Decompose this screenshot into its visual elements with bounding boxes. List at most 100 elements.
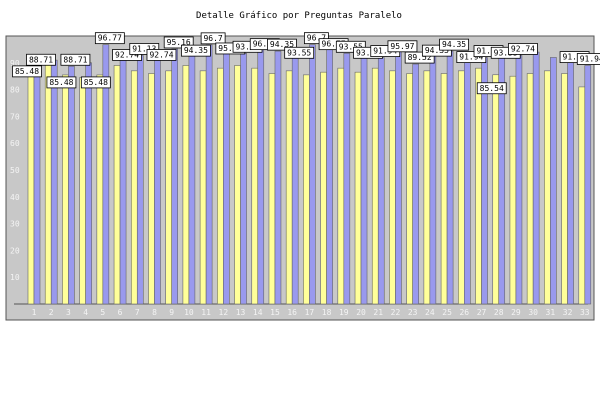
bar-s2-18 — [326, 44, 333, 305]
x-tick-label: 4 — [83, 308, 88, 317]
bar-s2-20 — [360, 52, 368, 305]
x-tick-label: 31 — [546, 308, 556, 317]
data-label: 94.35 — [425, 46, 449, 55]
x-tick-label: 14 — [253, 308, 263, 317]
data-label: 96.77 — [253, 40, 277, 49]
bar-s2-14 — [257, 44, 265, 305]
bar-s2-3 — [68, 65, 75, 305]
data-label-box — [146, 49, 177, 61]
bar-s1-6 — [113, 65, 121, 305]
data-label-box — [112, 49, 142, 61]
data-label-box — [456, 51, 487, 64]
data-label: 85.48 — [49, 78, 73, 87]
bar-s1-23 — [406, 73, 413, 305]
x-tick-label: 32 — [563, 308, 573, 317]
bar-s1-4 — [79, 77, 86, 305]
data-label: 85.54 — [480, 84, 504, 93]
bar-s2-19 — [343, 52, 351, 305]
bar-s2-7 — [136, 55, 144, 305]
x-tick-label: 10 — [184, 308, 194, 317]
bar-s1-33 — [578, 86, 586, 305]
data-label: 92.74 — [115, 50, 139, 59]
bar-s1-15 — [268, 73, 276, 305]
y-tick-label: 10 — [10, 273, 20, 282]
data-label: 93.55 — [339, 42, 363, 51]
x-tick-label: 13 — [236, 308, 246, 317]
x-tick-label: 27 — [477, 308, 487, 317]
data-label: 94.35 — [442, 40, 466, 49]
bar-s2-29 — [515, 55, 523, 305]
data-label: 96.77 — [322, 40, 346, 49]
x-tick-label: 33 — [580, 308, 590, 317]
bar-s2-33 — [584, 65, 592, 305]
bar-s2-12 — [223, 48, 230, 305]
bar-s2-23 — [412, 63, 419, 305]
data-label-box — [60, 53, 91, 66]
data-label: 85.48 — [84, 78, 108, 87]
data-label: 94.35 — [184, 46, 208, 55]
x-tick-label: 29 — [511, 308, 521, 317]
bar-s1-21 — [371, 67, 379, 305]
bar-s2-13 — [240, 52, 247, 305]
bar-s2-6 — [119, 55, 127, 305]
data-label: 88.71 — [29, 55, 53, 64]
bar-s1-27 — [475, 67, 482, 305]
data-label: 93.55 — [494, 48, 518, 57]
data-label-box — [12, 65, 42, 78]
x-tick-label: 23 — [408, 308, 418, 317]
bar-s2-8 — [154, 55, 161, 305]
bar-s2-10 — [188, 50, 196, 305]
data-label: 95.16 — [218, 44, 242, 53]
bar-s1-32 — [561, 73, 568, 305]
x-tick-label: 11 — [201, 308, 211, 317]
data-labels: 85.4888.7185.4888.7185.4896.7792.7491.13… — [12, 32, 600, 95]
y-axis-ticks: 10 20 30 40 50 60 70 80 90 — [10, 59, 20, 282]
data-label-box — [576, 53, 600, 65]
bar-s2-15 — [274, 50, 282, 305]
bar-s2-16 — [291, 52, 299, 305]
data-label-box — [387, 40, 418, 53]
bar-s2-9 — [171, 48, 178, 305]
data-label: 91.94 — [580, 54, 600, 63]
data-label: 96.7 — [203, 34, 222, 43]
bar-s1-7 — [130, 70, 138, 305]
data-label-box — [94, 32, 125, 45]
x-tick-label: 30 — [528, 308, 538, 317]
bar-s1-24 — [423, 70, 431, 305]
data-label: 93.55 — [287, 48, 311, 57]
data-label-box — [181, 44, 211, 57]
bar-s1-11 — [199, 70, 207, 305]
bar-s2-2 — [50, 59, 58, 305]
bar-s2-4 — [85, 62, 92, 305]
data-label-box — [163, 36, 194, 49]
x-tick-label: 9 — [169, 308, 174, 317]
data-label: 96.77 — [98, 34, 122, 43]
bar-s1-2 — [44, 63, 52, 305]
y-tick-label: 20 — [10, 246, 20, 255]
bar-s1-25 — [440, 73, 448, 305]
data-label-box — [404, 51, 435, 64]
bar-s2-21 — [377, 57, 385, 305]
data-label: 92.74 — [149, 50, 173, 59]
x-tick-label: 24 — [425, 308, 435, 317]
bar-s2-24 — [429, 50, 437, 305]
bar-s1-5 — [96, 74, 104, 305]
bar-s1-19 — [337, 67, 345, 305]
y-tick-label: 80 — [10, 86, 20, 95]
x-axis-ticks: 1 2 3 4 5 6 7 8 9 10 11 12 13 14 15 16 17 18 19 20 21 22 23 24 2… — [32, 308, 590, 317]
bar-s1-18 — [320, 71, 327, 305]
data-label-box — [80, 76, 111, 89]
bar-s1-20 — [354, 71, 362, 305]
x-tick-label: 5 — [100, 308, 105, 317]
bar-s2-22 — [395, 46, 402, 305]
data-label-box — [26, 53, 56, 66]
bar-s1-12 — [217, 67, 224, 305]
data-label-box — [284, 46, 315, 59]
x-tick-label: 28 — [494, 308, 504, 317]
bar-s1-26 — [458, 70, 465, 305]
bar-s1-29 — [509, 75, 517, 305]
x-tick-label: 8 — [152, 308, 157, 317]
data-label-box — [335, 40, 366, 53]
x-tick-label: 6 — [118, 308, 123, 317]
